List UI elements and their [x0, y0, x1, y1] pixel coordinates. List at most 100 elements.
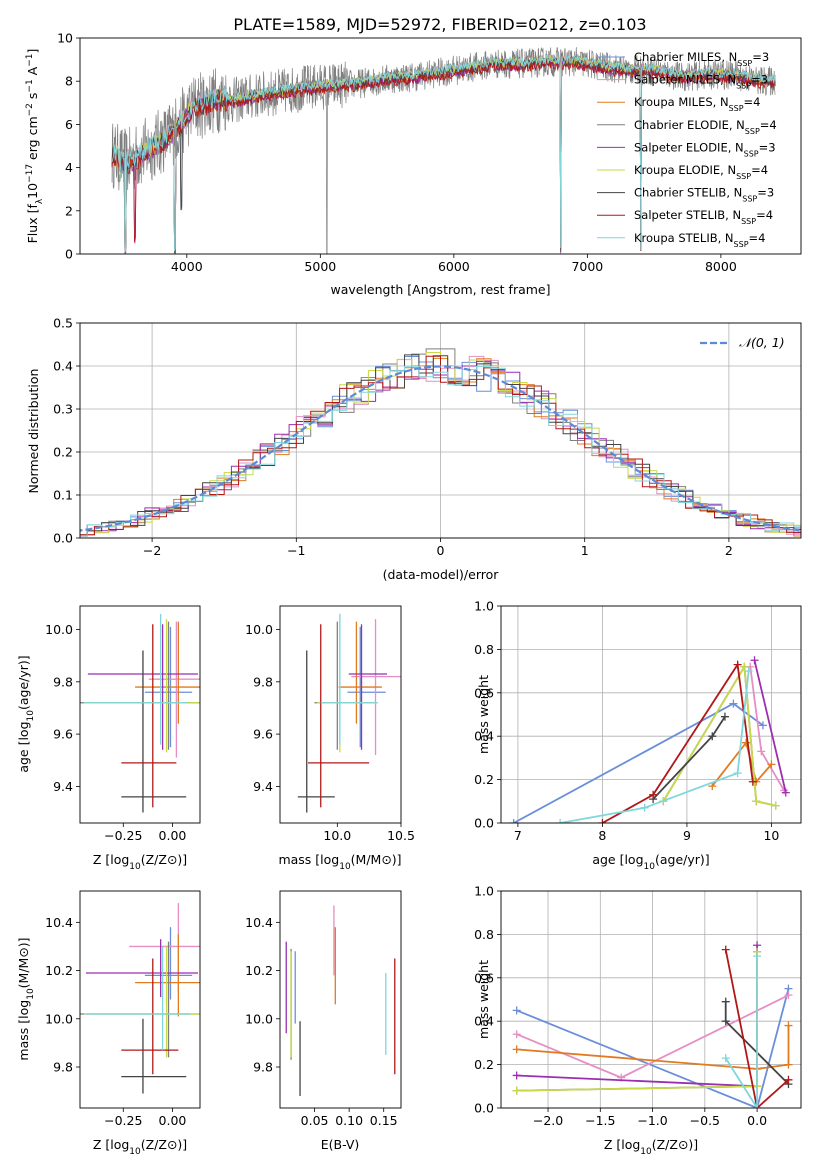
- x-tick-label: 0.05: [301, 1113, 329, 1128]
- y-tick-label: 10: [57, 31, 73, 46]
- y-tick-label: 2: [65, 203, 73, 218]
- x-tick-label: 7: [514, 828, 522, 843]
- plot-area: [80, 348, 801, 537]
- y-tick-label: 4: [65, 160, 73, 175]
- y-tick-label: 10.0: [45, 622, 73, 637]
- spectrum-legend: Chabrier MILES, NSSP=3 Salpeter MILES, NS…: [597, 50, 777, 248]
- x-tick-label: 8: [598, 828, 606, 843]
- panel-age_vs_Z: −0.25 0.00 9.4 9.6 9.8 10.0 Z [log10(Z/Z⊙)] age…: [16, 605, 201, 872]
- errorbar-salpeter-miles: [129, 903, 200, 993]
- plot-area: [80, 903, 200, 1094]
- series-marker: [512, 1086, 521, 1095]
- series-marker: [784, 991, 793, 1000]
- x-tick-label: 5000: [304, 259, 336, 274]
- series-marker: [733, 660, 742, 669]
- axes-frame: [279, 605, 402, 824]
- y-tick-label: 0.4: [474, 1014, 494, 1029]
- series-line: [724, 956, 758, 1108]
- y-tick-label: 0.3: [53, 402, 73, 417]
- y-tick-label: 9.8: [53, 1060, 73, 1075]
- plot-area: [285, 905, 396, 1096]
- x-axis-label: E(B-V): [321, 1137, 360, 1152]
- series-marker: [784, 1021, 793, 1030]
- series-marker: [512, 1006, 521, 1015]
- series-kroupa-miles: [708, 738, 776, 791]
- axes-frame: [500, 890, 802, 1109]
- series-marker: [556, 819, 565, 823]
- x-axis-label: wavelength [Angstrom, rest frame]: [330, 282, 550, 297]
- y-tick-label: 0.0: [53, 531, 73, 546]
- x-tick-label: 7000: [571, 259, 603, 274]
- x-tick-label: 6000: [438, 259, 470, 274]
- series-marker: [512, 1030, 521, 1039]
- errorbar-chabrier-elodie: [80, 621, 200, 750]
- series-marker: [640, 803, 649, 812]
- y-tick-label: 0.5: [53, 316, 73, 331]
- errorbar-kroupa-miles: [338, 621, 382, 724]
- x-tick-label: 0.15: [370, 1113, 398, 1128]
- series-marker: [784, 1060, 793, 1069]
- errorbar-kroupa-stelib: [320, 613, 379, 745]
- y-tick-label: 0.1: [53, 488, 73, 503]
- series-chabrier-stelib: [649, 712, 729, 804]
- y-tick-label: 0.6: [474, 685, 494, 700]
- y-tick-label: 1.0: [474, 884, 494, 899]
- series-marker: [509, 819, 518, 823]
- panel-age_vs_mass: 10.0 10.5 9.4 9.6 9.8 10.0 mass [log10(M/M⊙)]: [245, 605, 415, 872]
- x-tick-label: −1.0: [637, 1113, 667, 1128]
- series-marker: [733, 769, 742, 778]
- axes-frame: [79, 890, 201, 1109]
- series-salpeter-elodie: [750, 656, 790, 797]
- y-tick-label: 9.4: [253, 779, 273, 794]
- series-marker: [753, 952, 762, 961]
- y-tick-label: 9.6: [53, 727, 73, 742]
- series-marker: [729, 699, 738, 708]
- series-line: [753, 660, 787, 793]
- histogram-kroupa-stelib: [80, 365, 801, 537]
- legend-entry: Kroupa STELIB, NSSP=4: [634, 231, 765, 249]
- errorbar-kroupa-elodie: [83, 619, 200, 753]
- errorbar-chabrier-stelib: [121, 650, 187, 813]
- y-tick-label: 8: [65, 74, 73, 89]
- errorbar-chabrier-stelib: [297, 650, 335, 813]
- y-tick-label: 10.0: [45, 1011, 73, 1026]
- series-marker: [757, 747, 766, 756]
- axes-frame: [500, 605, 802, 824]
- x-axis-label: mass [log10(M/M⊙)]: [278, 852, 401, 872]
- x-tick-label: 10.0: [323, 828, 351, 843]
- series-marker: [512, 1071, 521, 1080]
- series-marker: [721, 1054, 730, 1063]
- x-tick-label: −0.25: [104, 828, 142, 843]
- spectrum-model-kroupa-stelib: [111, 54, 776, 253]
- x-axis-label: age [log10(age/yr)]: [592, 852, 709, 872]
- series-marker: [720, 712, 729, 721]
- series-line: [724, 949, 790, 1108]
- errorbar-kroupa-elodie: [83, 946, 200, 1058]
- errorbar-kroupa-stelib: [83, 613, 189, 745]
- series-marker: [512, 1045, 521, 1054]
- errorbar-salpeter-stelib: [121, 624, 177, 808]
- errorbar-chabrier-elodie: [314, 621, 376, 750]
- histogram-salpeter-stelib: [80, 355, 801, 536]
- series-line: [516, 988, 790, 1108]
- y-tick-label: 0.4: [474, 729, 494, 744]
- y-axis-label: mass weight: [476, 675, 491, 754]
- x-tick-label: −2: [143, 543, 161, 558]
- series-salpeter-stelib: [598, 660, 757, 823]
- y-tick-label: 10.2: [245, 963, 273, 978]
- series-marker: [649, 790, 658, 799]
- x-tick-label: 10: [763, 828, 779, 843]
- panel-weight_vs_age: 7 8 9 10 0.0 0.2 0.4 0.6 0.8 1.0 mass weight age [l…: [474, 599, 802, 872]
- x-tick-label: 1: [581, 543, 589, 558]
- y-tick-label: 0.2: [474, 772, 494, 787]
- x-axis-label: Z [log10(Z/Z⊙)]: [604, 1137, 698, 1157]
- panel-residuals: −2 −1 0 1 2 0.0 0.1 0.2 0.3 0.4 0.5 𝒩(0, 1) (data-mo…: [26, 316, 802, 582]
- grid: [501, 890, 801, 1109]
- series-line: [601, 662, 754, 823]
- series-kroupa-stelib: [721, 952, 762, 1108]
- legend-entry: Chabrier ELODIE, NSSP=4: [634, 118, 777, 136]
- errorbar-kroupa-stelib: [85, 946, 191, 1051]
- y-tick-label: 0.2: [474, 1057, 494, 1072]
- y-tick-label: 9.4: [53, 779, 73, 794]
- series-marker: [721, 1017, 730, 1026]
